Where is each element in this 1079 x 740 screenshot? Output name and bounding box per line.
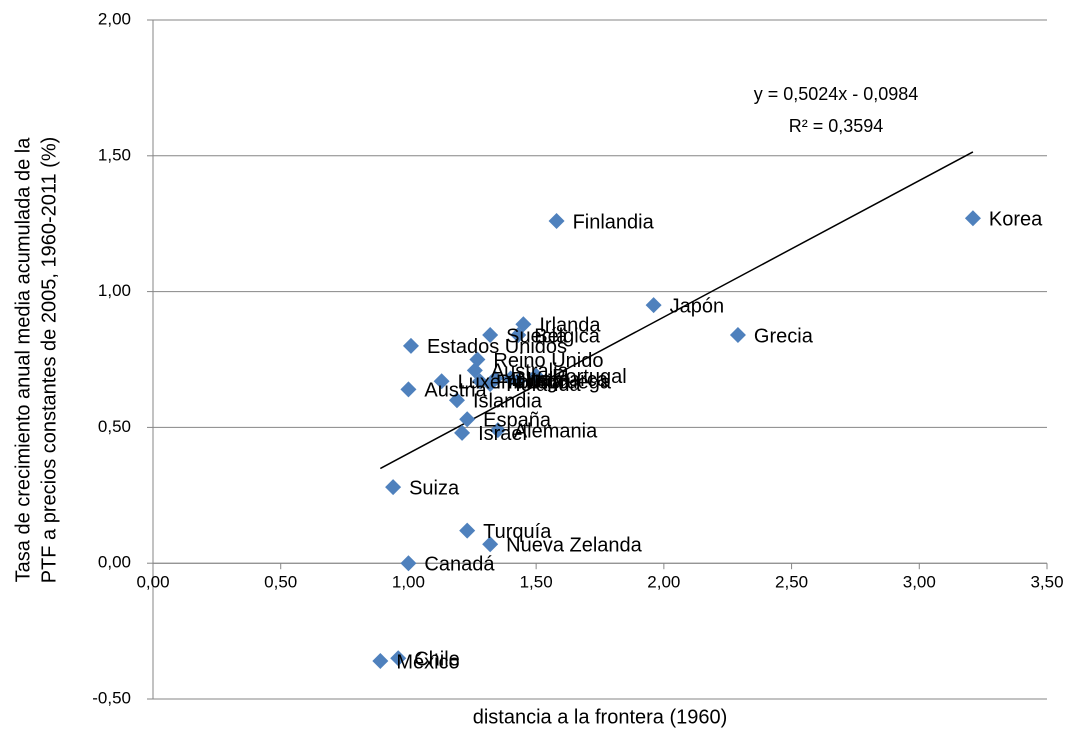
point [400, 381, 417, 398]
trend-r2: R² = 0,3594 [789, 116, 884, 136]
y-axis-title: PTF a precios constantes de 2005, 1960-2… [38, 137, 60, 584]
x-tick-label: 1,50 [520, 573, 553, 592]
point-label: Grecia [754, 325, 814, 347]
point-label: Irlanda [539, 314, 601, 336]
point [402, 337, 419, 354]
point [482, 536, 499, 553]
y-tick-label: 0,00 [98, 553, 131, 572]
point [385, 479, 402, 496]
point-label: Israel [478, 423, 527, 445]
point [459, 522, 476, 539]
point-label: Holanda [506, 374, 581, 396]
point-label: Estados Unidos [427, 336, 567, 358]
point [528, 367, 545, 384]
x-tick-label: 0,00 [136, 573, 169, 592]
x-tick-label: 2,00 [647, 573, 680, 592]
point [510, 373, 527, 390]
point [510, 327, 527, 344]
point [390, 650, 407, 667]
point-label: Suecia [506, 325, 568, 347]
x-tick-label: 3,50 [1030, 573, 1063, 592]
y-tick-label: 2,00 [98, 9, 131, 28]
y-tick-label: -0,50 [92, 688, 131, 707]
y-tick-label: 1,00 [98, 281, 131, 300]
point-label: Australia [491, 361, 570, 383]
trend-equation: y = 0,5024x - 0,0984 [754, 84, 919, 104]
point-label: Noruega [534, 372, 612, 394]
point-label: Japón [670, 295, 725, 317]
point-label: Chile [414, 649, 460, 671]
point-label: Francia [496, 372, 564, 394]
point [459, 411, 476, 428]
point-label: México [396, 651, 459, 673]
point-label: Reino Unido [493, 350, 603, 372]
point-label: Turquía [483, 521, 552, 543]
y-tick-label: 0,50 [98, 417, 131, 436]
point-label: Portugal [552, 366, 627, 388]
point-label: Islandia [473, 391, 543, 413]
point [489, 422, 506, 439]
point-label: Austria [424, 380, 487, 402]
x-tick-label: 0,50 [264, 573, 297, 592]
point [482, 375, 499, 392]
point [729, 327, 746, 344]
point-label: Nueva Zelanda [506, 534, 643, 556]
trendline [379, 151, 974, 470]
point-label: Alemania [514, 420, 598, 442]
point-label: Italia [527, 369, 570, 391]
point-label: Finlandia [573, 211, 655, 233]
y-tick-label: 1,50 [98, 145, 131, 164]
point [964, 210, 981, 227]
point [482, 327, 499, 344]
point-label: Canadá [424, 553, 495, 575]
point [372, 652, 389, 669]
y-axis-title: Tasa de crecimiento anual media acumulad… [12, 137, 34, 583]
x-tick-label: 3,00 [903, 573, 936, 592]
point-label: Bélgica [534, 325, 600, 347]
point-label: Korea [989, 209, 1043, 231]
point [645, 297, 662, 314]
point-label: Luxemburgo [458, 372, 569, 394]
point [400, 555, 417, 572]
x-axis-title: distancia a la frontera (1960) [473, 706, 728, 728]
point [433, 373, 450, 390]
point [548, 212, 565, 229]
point-label: Dinamarca [511, 369, 609, 391]
point [448, 392, 465, 409]
point [469, 351, 486, 368]
point-label: España [483, 410, 552, 432]
point-label: Suiza [409, 477, 460, 499]
x-tick-label: 2,50 [775, 573, 808, 592]
x-tick-label: 1,00 [392, 573, 425, 592]
point [454, 424, 471, 441]
